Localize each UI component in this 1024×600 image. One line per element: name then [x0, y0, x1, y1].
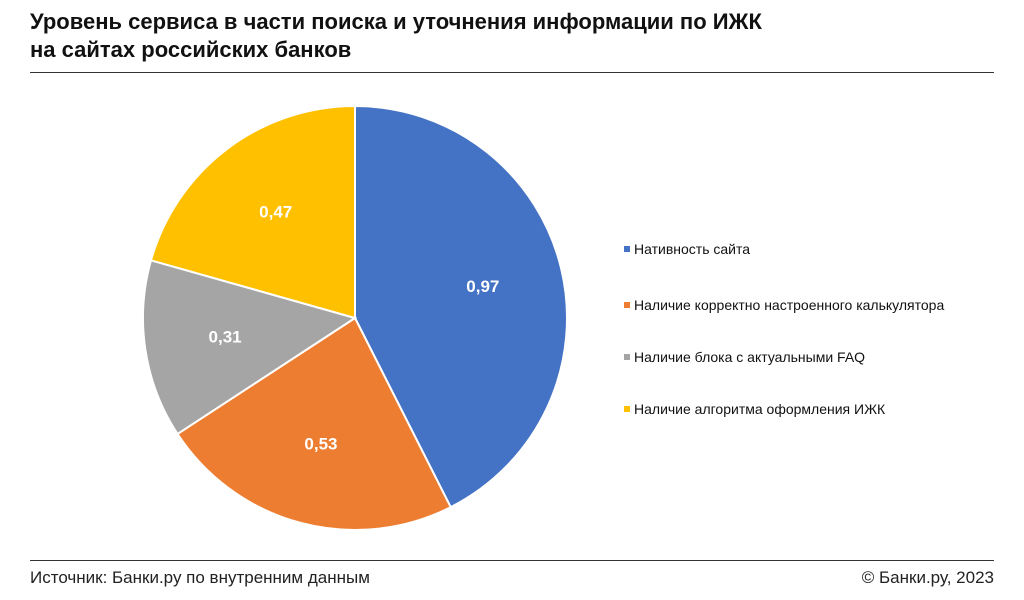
slice-value-label-3: 0,31: [209, 327, 242, 346]
pie-slice-2: [176, 316, 453, 531]
legend-item-3: Наличие блока с актуальными FAQ: [624, 348, 954, 366]
legend-swatch: [624, 302, 630, 308]
legend-item-4: Наличие алгоритма оформления ИЖК: [624, 400, 954, 418]
footer-divider: [30, 560, 994, 561]
copyright-note: © Банки.ру, 2023: [861, 568, 994, 587]
slice-value-label-1: 0,97: [466, 277, 499, 296]
chart-title-line-1: Уровень сервиса в части поиска и уточнен…: [30, 9, 762, 34]
legend-swatch: [624, 246, 630, 252]
chart-title-line-2: на сайтах российских банков: [30, 37, 352, 62]
legend-label: Наличие алгоритма оформления ИЖК: [634, 401, 886, 417]
legend-swatch: [624, 406, 630, 412]
source-note: Источник: Банки.ру по внутренним данным: [30, 568, 370, 587]
slice-value-label-4: 0,47: [259, 203, 292, 222]
legend-item-1: Нативность сайта: [624, 240, 954, 258]
pie-slice-1: [354, 104, 568, 509]
slice-value-label-2: 0,53: [304, 434, 337, 453]
chart-title: Уровень сервиса в части поиска и уточнен…: [30, 8, 990, 64]
pie-slice-4: [149, 104, 356, 320]
legend-label: Наличие блока с актуальными FAQ: [634, 349, 866, 365]
title-divider: [30, 72, 994, 73]
legend-swatch: [624, 354, 630, 360]
legend-item-2: Наличие корректно настроенного калькулят…: [624, 296, 954, 314]
legend-label: Нативность сайта: [634, 241, 751, 257]
legend-label: Наличие корректно настроенного калькулят…: [634, 297, 945, 313]
